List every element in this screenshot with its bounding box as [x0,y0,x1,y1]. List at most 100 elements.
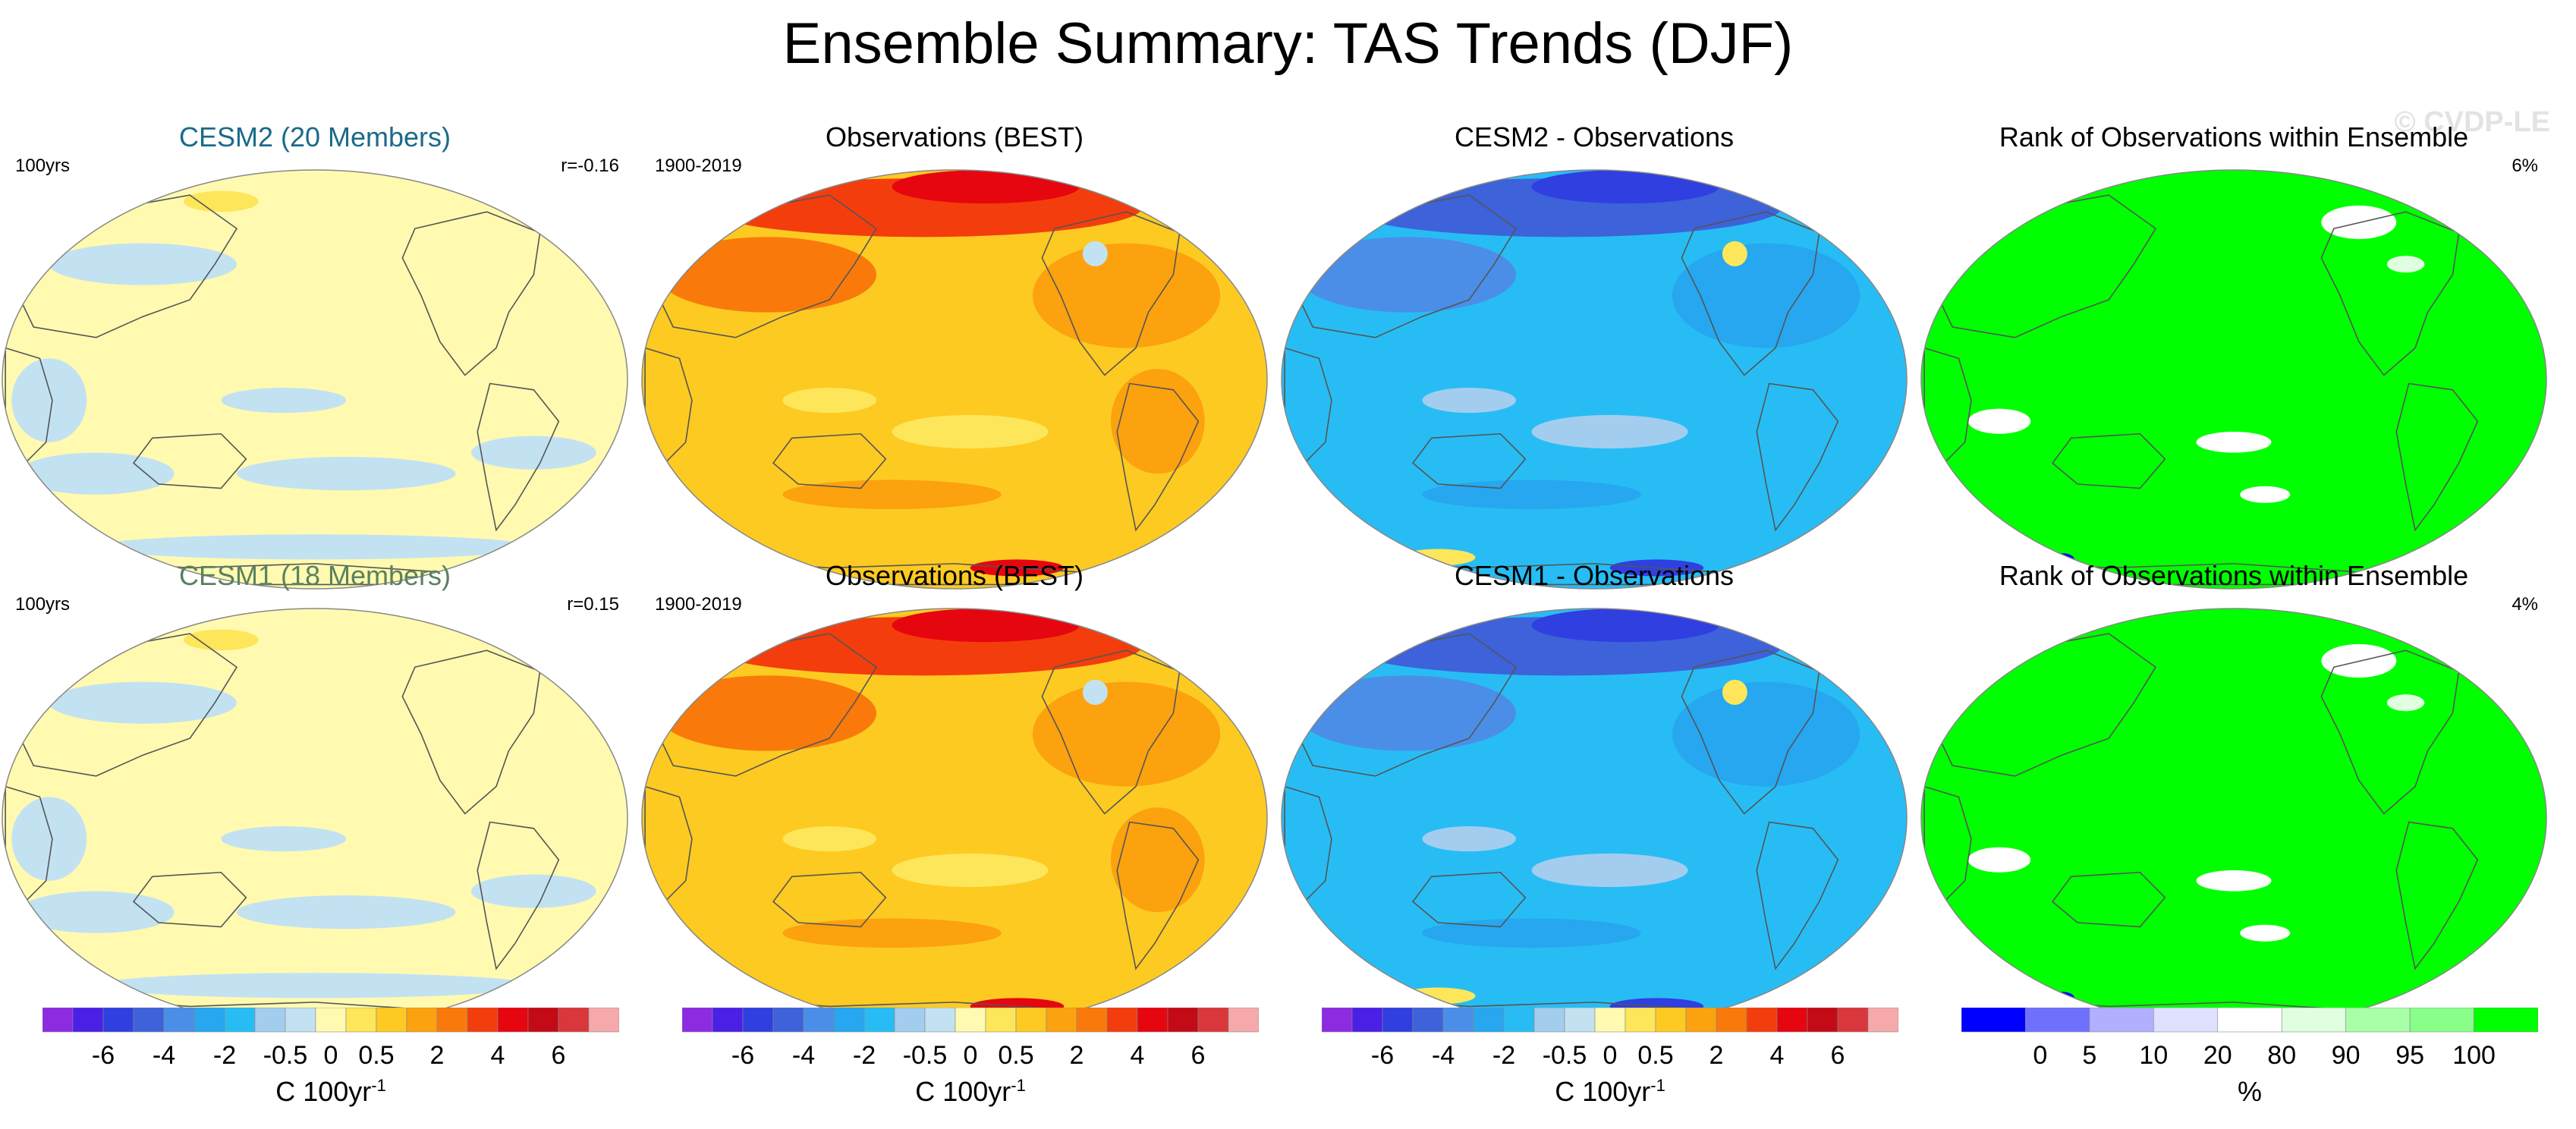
colorbar-unit: C 100yr-1 [682,1076,1259,1108]
colorbar-trend-2: -6 -4 -2 -0.5 0 0.5 2 4 6 C 100yr-1 [682,1008,1259,1129]
field-anomaly [782,918,1002,948]
panel-title: Observations (BEST) [825,560,1084,591]
colorbar-tick-label: 0 [324,1041,338,1070]
world-map [2,608,628,1028]
field-anomaly [221,388,347,414]
colorbar-swatch [224,1008,256,1033]
colorbar-swatch [1746,1008,1778,1033]
map-outline [1920,169,2547,590]
colorbar-swatch [955,1008,986,1033]
field-anomaly [96,534,534,560]
panel-left-label: 1900-2019 [655,594,742,615]
field-anomaly [1722,241,1747,266]
panel-left-label: 100yrs [15,594,71,615]
colorbar-tick-label: -2 [1492,1041,1515,1070]
colorbar-swatch [2089,1008,2154,1033]
colorbar-tick-label: -0.5 [263,1041,308,1070]
colorbar-swatch [1015,1008,1047,1033]
coastline [545,194,585,238]
colorbar-tick-label: 10 [2139,1041,2168,1070]
colorbar-swatch [1473,1008,1505,1033]
field-anomaly [2049,992,2074,1005]
colorbar-rank: 0 5 10 20 80 90 95 100% [1961,1008,2538,1129]
colorbar-tick-label: -4 [153,1041,175,1070]
field-anomaly [96,973,534,998]
colorbar-boxes: -6 -4 -2 -0.5 0 0.5 2 4 6 [1322,1008,1898,1070]
colorbar-swatch [1837,1008,1869,1033]
colorbar-swatch [315,1008,347,1033]
colorbar-tick-label: 2 [430,1041,445,1070]
colorbar-swatch [1137,1008,1168,1033]
panel-cesm1-rank: Rank of Observations within Ensemble 4% [1919,560,2549,1046]
panel-title: Rank of Observations within Ensemble [1999,560,2469,591]
panel-cesm2-mean: CESM2 (20 Members) 100yrs r=-0.16 [0,121,630,607]
colorbar-swatch [682,1008,713,1033]
panel-title: CESM2 (20 Members) [178,121,451,153]
field-anomaly [1082,679,1108,705]
colorbar-tick-label: 4 [1131,1041,1145,1070]
panel-obs-top: Observations (BEST) 1900-2019 [640,121,1269,607]
colorbar-swatch [1351,1008,1383,1033]
colorbar-tick-label: 80 [2267,1041,2296,1070]
field-anomaly [1531,609,1719,643]
colorbar-swatch [1322,1008,1353,1033]
colorbar-tick-label: 0 [1603,1041,1618,1070]
coastline [1681,649,1820,815]
colorbar-swatch [345,1008,377,1033]
colorbar-swatch [133,1008,165,1033]
coastline [477,382,560,532]
colorbar-tick-label: -0.5 [1543,1041,1587,1070]
coastline [2051,871,2166,928]
colorbar-unit-text: C 100yr [275,1076,372,1107]
coastline [1116,382,1200,532]
field-anomaly [892,170,1080,204]
coastline [1756,821,1839,970]
colorbar-swatch [894,1008,926,1033]
colorbar-unit: C 100yr-1 [42,1076,619,1108]
colorbar-swatch [72,1008,104,1033]
field-anomaly [11,797,87,881]
panel-cesm2-diff: CESM2 - Observations [1279,121,1909,607]
coastline [1411,432,1527,489]
colorbar-swatch [1867,1008,1898,1033]
coastline [2464,633,2504,677]
world-map [1920,169,2547,590]
coastline [132,432,247,489]
field-anomaly [1967,847,2031,873]
world-map [1281,608,1908,1028]
colorbar-swatch [2409,1008,2474,1033]
colorbar-swatch [376,1008,407,1033]
coastline [1184,633,1225,677]
coastline [772,432,887,489]
colorbar-swatch [1961,1008,2026,1033]
colorbar-tick-label: 0.5 [358,1041,394,1070]
field-anomaly [2196,870,2272,892]
coastline [1681,211,1820,376]
colorbar-swatch [254,1008,286,1033]
field-anomaly [471,436,596,470]
coastline [401,649,541,815]
colorbar-swatch [2474,1008,2538,1033]
field-anomaly [1297,675,1516,751]
colorbar-tick-label: 20 [2203,1041,2232,1070]
colorbar-swatch [1807,1008,1838,1033]
field-anomaly [2468,625,2531,676]
colorbar-swatch [102,1008,134,1033]
colorbar-boxes: 0 5 10 20 80 90 95 100 [1961,1008,2538,1070]
colorbar-swatch [742,1008,774,1033]
colorbar-tick-label: 2 [1709,1041,1724,1070]
field-anomaly [782,826,876,852]
colorbar-tick-label: 100 [2452,1041,2496,1070]
colorbar-tick-label: 6 [1831,1041,1845,1070]
colorbar-tick-label: 0 [2033,1041,2047,1070]
colorbar-swatch [2025,1008,2090,1033]
field-anomaly [49,243,237,285]
coastline [2464,194,2504,238]
field-anomaly [1297,237,1516,313]
panel-title: CESM1 - Observations [1454,560,1735,591]
coastline [1041,649,1181,815]
figure-title: Ensemble Summary: TAS Trends (DJF) [782,11,1794,76]
field-anomaly [1033,681,1221,787]
map-outline [2,169,628,590]
colorbar-tick-label: 5 [2082,1041,2096,1070]
